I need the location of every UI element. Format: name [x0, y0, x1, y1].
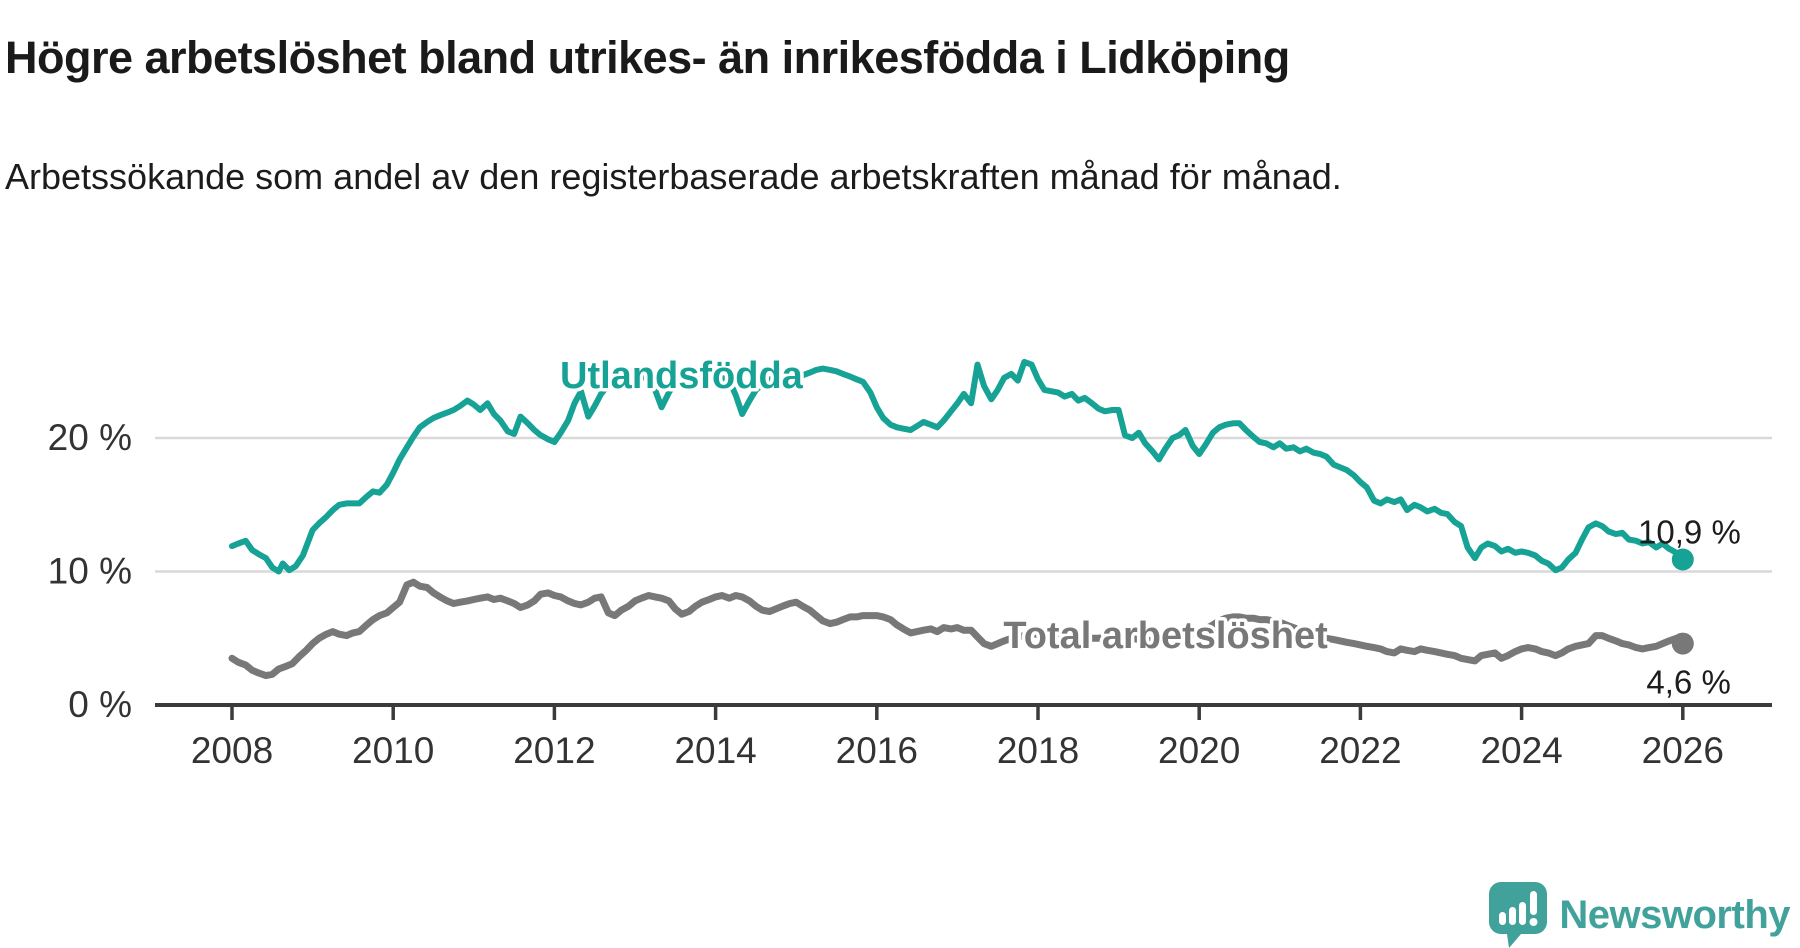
x-tick-label: 2024 — [1480, 730, 1562, 771]
newsworthy-logo-icon — [1489, 882, 1548, 948]
series-line-1 — [228, 578, 1687, 680]
x-tick-label: 2010 — [352, 730, 434, 771]
series-end-dot-1 — [1671, 632, 1694, 655]
x-tick-label: 2022 — [1319, 730, 1401, 771]
series-label-0: Utlandsfödda — [560, 355, 804, 397]
x-tick-label: 2012 — [513, 730, 595, 771]
brand-name: Newsworthy — [1559, 892, 1790, 937]
y-tick-label: 20 % — [48, 417, 132, 458]
page-subtitle: Arbetssökande som andel av den registerb… — [5, 156, 1342, 197]
x-tick-label: 2016 — [836, 730, 918, 771]
series-line-0 — [229, 358, 1686, 575]
x-tick-label: 2018 — [997, 730, 1079, 771]
y-tick-label: 0 % — [68, 684, 132, 725]
brand-logo: Newsworthy — [1489, 882, 1790, 948]
series-end-dot-0 — [1671, 548, 1694, 571]
x-tick-label: 2014 — [674, 730, 756, 771]
x-tick-label: 2020 — [1158, 730, 1240, 771]
x-tick-label: 2026 — [1642, 730, 1724, 771]
y-tick-label: 10 % — [48, 551, 132, 592]
series-end-value-0: 10,9 % — [1638, 513, 1741, 550]
page-title: Högre arbetslöshet bland utrikes- än inr… — [5, 32, 1290, 84]
series-end-value-1: 4,6 % — [1646, 664, 1730, 701]
x-tick-label: 2008 — [191, 730, 273, 771]
series-label-1: Total arbetslöshet — [1003, 615, 1328, 657]
